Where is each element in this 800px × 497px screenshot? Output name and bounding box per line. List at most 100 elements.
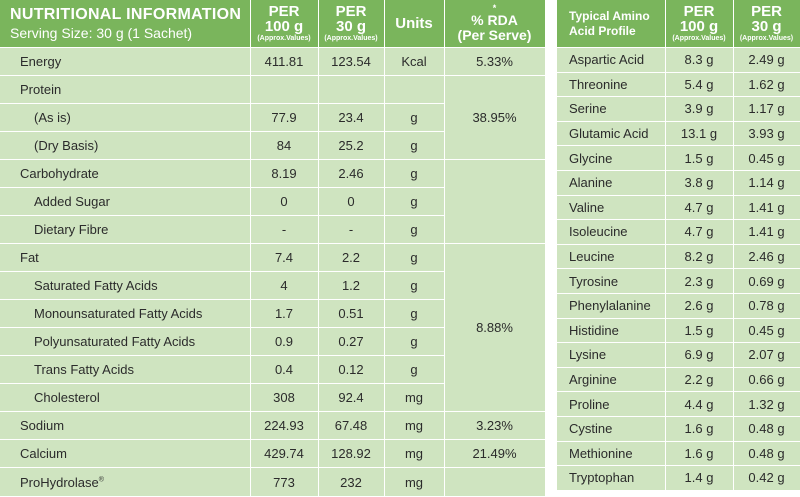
per100-value: 0.4 (250, 355, 319, 384)
registered-mark: ® (98, 476, 104, 484)
rda-value: 3.23% (444, 411, 546, 440)
amino-per30-value: 1.41 g (733, 195, 800, 221)
amino-per100-value: 4.4 g (665, 391, 734, 417)
amino-name: Arginine (557, 367, 666, 393)
table-row: Energy 411.81 123.54 Kcal 5.33% (0, 47, 546, 76)
amino-per100-value: 1.6 g (665, 441, 734, 467)
amino-name: Leucine (557, 244, 666, 270)
per100-value: 8.19 (250, 159, 319, 188)
per100-value: 411.81 (250, 47, 319, 76)
units-header: Units (384, 0, 445, 48)
per100-value: 4 (250, 271, 319, 300)
unit-value: g (384, 103, 445, 132)
amino-per30-value: 1.32 g (733, 391, 800, 417)
nutrition-table: NUTRITIONAL INFORMATION Serving Size: 30… (0, 0, 546, 497)
table-row: Leucine 8.2 g 2.46 g (557, 244, 800, 270)
per30-value: 128.92 (318, 439, 385, 468)
amino-per100-value: 3.9 g (665, 96, 734, 122)
table-row: (Dry Basis) 84 25.2 g (0, 131, 545, 160)
unit-value: mg (384, 439, 445, 468)
amino-per30-value: 1.62 g (733, 72, 800, 98)
amino-name: Phenylalanine (557, 293, 666, 319)
table-row: Sodium 224.93 67.48 mg 3.23% (0, 411, 546, 440)
table-row: Serine 3.9 g 1.17 g (557, 96, 800, 122)
amino-name: Valine (557, 195, 666, 221)
per30-value: 92.4 (318, 383, 385, 412)
rda-value (444, 467, 546, 497)
amino-per100-value: 3.8 g (665, 170, 734, 196)
amino-name: Glycine (557, 145, 666, 171)
per100-value: 1.7 (250, 299, 319, 328)
table-row: (As is) 77.9 23.4 g (0, 103, 545, 132)
unit-value: mg (384, 411, 445, 440)
table-row: ProHydrolase® 773 232 mg (0, 467, 546, 497)
per100-value: 84 (250, 131, 319, 160)
amino-per30-value: 0.69 g (733, 268, 800, 294)
per30-value: 23.4 (318, 103, 385, 132)
amino-per100-value: 6.9 g (665, 342, 734, 368)
per100-value: 7.4 (250, 243, 319, 272)
nutrient-name: Fat (0, 243, 251, 272)
per30-value: 67.48 (318, 411, 385, 440)
per30-value: 0.12 (318, 355, 385, 384)
per30-value: 123.54 (318, 47, 385, 76)
table-row: Glutamic Acid 13.1 g 3.93 g (557, 121, 800, 147)
nutrient-name: Sodium (0, 411, 251, 440)
unit-value: g (384, 299, 445, 328)
amino-per30-value: 0.48 g (733, 441, 800, 467)
amino-per100-header: PER 100 g (Approx.Values) (665, 0, 734, 48)
nutrient-name: (Dry Basis) (0, 131, 251, 160)
per30-value: 0.51 (318, 299, 385, 328)
per30-value: 2.46 (318, 159, 385, 188)
amino-per30-value: 1.41 g (733, 219, 800, 245)
table-row: Monounsaturated Fatty Acids 1.7 0.51 g (0, 299, 545, 328)
per100-value: - (250, 215, 319, 244)
amino-header-row: Typical Amino Acid Profile PER 100 g (Ap… (557, 0, 800, 48)
per100-value (250, 75, 319, 104)
amino-per100-value: 5.4 g (665, 72, 734, 98)
amino-name: Cystine (557, 416, 666, 442)
table-row: Added Sugar 0 0 g (0, 187, 545, 216)
unit-value: g (384, 327, 445, 356)
amino-per30-value: 2.46 g (733, 244, 800, 270)
amino-per100-value: 1.4 g (665, 465, 734, 491)
nutrient-name: Polyunsaturated Fatty Acids (0, 327, 251, 356)
per100-value: 0.9 (250, 327, 319, 356)
amino-name: Methionine (557, 441, 666, 467)
nutrition-title-cell: NUTRITIONAL INFORMATION Serving Size: 30… (0, 0, 251, 48)
table-row: Proline 4.4 g 1.32 g (557, 391, 800, 417)
amino-per100-value: 1.5 g (665, 145, 734, 171)
table-row: Cystine 1.6 g 0.48 g (557, 416, 800, 442)
amino-title: Typical Amino Acid Profile (557, 0, 666, 48)
nutrient-name: Protein (0, 75, 251, 104)
amino-per30-value: 0.45 g (733, 318, 800, 344)
rda-value: 38.95% (444, 75, 546, 160)
amino-per30-value: 1.14 g (733, 170, 800, 196)
per30-value: 2.2 (318, 243, 385, 272)
per100-value: 77.9 (250, 103, 319, 132)
amino-per100-value: 8.2 g (665, 244, 734, 270)
table-row: Trans Fatty Acids 0.4 0.12 g (0, 355, 545, 384)
unit-value: g (384, 159, 445, 188)
table-row: Tyrosine 2.3 g 0.69 g (557, 268, 800, 294)
table-row: Isoleucine 4.7 g 1.41 g (557, 219, 800, 245)
amino-per100-value: 2.3 g (665, 268, 734, 294)
nutrient-name: (As is) (0, 103, 251, 132)
unit-value: g (384, 131, 445, 160)
nutrient-name: Energy (0, 47, 251, 76)
per100-value: 224.93 (250, 411, 319, 440)
table-row: Alanine 3.8 g 1.14 g (557, 170, 800, 196)
amino-name: Aspartic Acid (557, 47, 666, 73)
per30-value (318, 75, 385, 104)
amino-per100-value: 13.1 g (665, 121, 734, 147)
nutrient-name: ProHydrolase® (0, 467, 251, 497)
rda-value: 21.49% (444, 439, 546, 468)
unit-value: mg (384, 467, 445, 497)
unit-value: g (384, 355, 445, 384)
nutrient-name: Added Sugar (0, 187, 251, 216)
per30-value: 0 (318, 187, 385, 216)
prohydrolase-label: ProHydrolase (20, 474, 99, 490)
per100-header: PER 100 g (Approx.Values) (250, 0, 319, 48)
per30-header: PER 30 g (Approx.Values) (318, 0, 385, 48)
amino-name: Alanine (557, 170, 666, 196)
